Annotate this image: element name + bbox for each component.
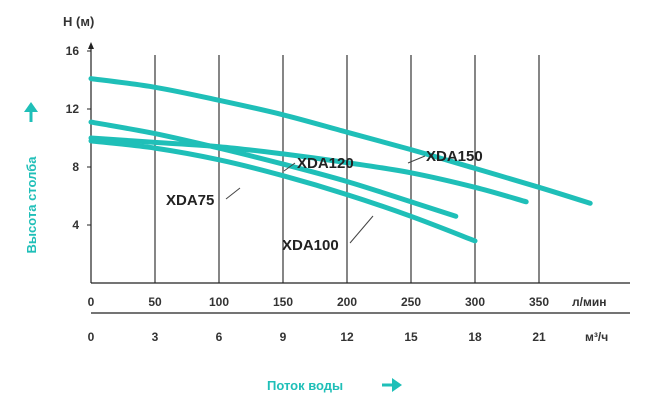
curve-xda100 <box>88 138 478 244</box>
y-tick-label: 12 <box>66 102 80 116</box>
x-axis-title: Поток воды <box>267 378 343 393</box>
leader-xda75 <box>225 187 241 200</box>
axes <box>88 42 630 314</box>
x-unit-primary: л/мин <box>572 295 606 309</box>
x-tick-label: 50 <box>148 295 162 309</box>
leader-xda120 <box>283 162 296 172</box>
label-xda150: XDA150 <box>426 148 483 165</box>
x-tick-label: 200 <box>337 295 357 309</box>
label-xda120: XDA120 <box>297 155 354 172</box>
label-leader-lines <box>225 155 426 244</box>
x2-tick-label: 15 <box>404 330 418 344</box>
curve-xda120 <box>88 135 529 205</box>
x2-tick-label: 21 <box>532 330 546 344</box>
y-tick-label: 16 <box>66 44 80 58</box>
x-tick-label: 100 <box>209 295 229 309</box>
y-axis-arrowhead-icon <box>88 42 94 49</box>
curve-xda150 <box>88 76 593 206</box>
curve-xda75 <box>88 119 459 219</box>
y-tick-label: 8 <box>72 160 79 174</box>
x-tick-label: 150 <box>273 295 293 309</box>
x2-tick-label: 18 <box>468 330 482 344</box>
x2-tick-label: 9 <box>280 330 287 344</box>
y-tick-labels: 4 8 12 16 <box>66 44 80 232</box>
x-unit-secondary: м³/ч <box>585 330 608 344</box>
x-tick-label: 300 <box>465 295 485 309</box>
y-axis-side-title: Высота столба <box>24 156 39 254</box>
label-xda100: XDA100 <box>282 237 339 254</box>
x-tick-labels: 0 50 100 150 200 250 300 350 <box>88 295 550 309</box>
curves <box>88 76 593 244</box>
y-axis-arrow-icon <box>24 102 38 122</box>
x-tick-label: 350 <box>529 295 549 309</box>
x2-tick-labels: 0 3 6 9 12 15 18 21 <box>88 330 546 344</box>
x-tick-label: 0 <box>88 295 95 309</box>
x-tick-label: 250 <box>401 295 421 309</box>
x2-tick-label: 0 <box>88 330 95 344</box>
x2-tick-label: 12 <box>340 330 354 344</box>
leader-xda150 <box>407 155 426 164</box>
x2-tick-label: 3 <box>152 330 159 344</box>
y-axis-top-label: H (м) <box>63 14 94 29</box>
x2-tick-label: 6 <box>216 330 223 344</box>
leader-xda100 <box>349 215 374 244</box>
label-xda75: XDA75 <box>166 192 214 209</box>
y-tick-label: 4 <box>72 218 79 232</box>
y-axis-title-text: Высота столба <box>24 156 39 254</box>
x-axis-arrow-icon <box>382 378 402 392</box>
